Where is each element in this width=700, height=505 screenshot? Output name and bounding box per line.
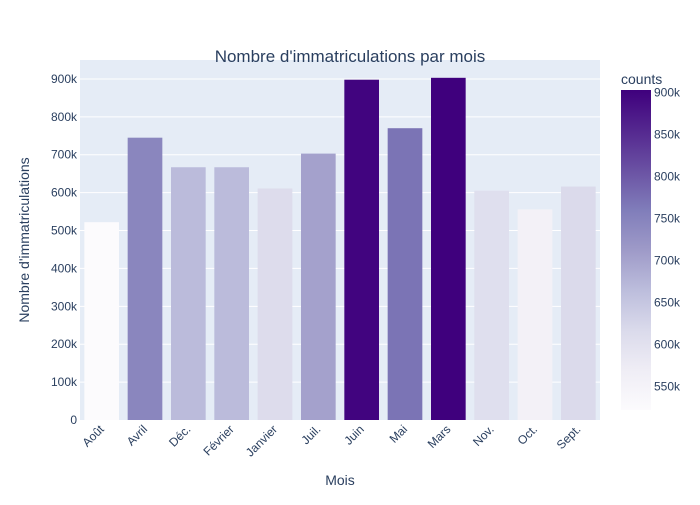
bar-Août (84, 222, 119, 420)
x-tick-label: Nov. (470, 422, 497, 449)
x-tick-label: Mai (387, 422, 411, 446)
bar-Nov. (474, 190, 509, 420)
y-tick-label: 400k (51, 261, 78, 275)
x-tick-label: Février (200, 422, 236, 458)
bar-Mai (387, 128, 423, 421)
x-tick-label: Sept. (554, 422, 584, 452)
colorbar-title: counts (621, 71, 662, 87)
colorbar-tick-label: 750k (654, 212, 681, 226)
bars (84, 77, 596, 421)
y-tick-label: 300k (51, 299, 78, 313)
bar-Janvier (257, 188, 293, 420)
x-axis-title: Mois (325, 472, 355, 488)
y-tick-label: 800k (51, 110, 78, 124)
bar-Déc. (171, 167, 206, 420)
y-tick-label: 500k (51, 224, 78, 238)
plot-background (80, 60, 600, 420)
y-axis-title: Nombre d'immatriculations (16, 157, 32, 322)
bar-Avril (127, 137, 163, 420)
colorbar-tick-label: 550k (654, 379, 681, 393)
y-tick-label: 600k (51, 186, 78, 200)
x-tick-label: Mars (425, 422, 454, 451)
y-axis-ticks: 0 100k 200k 300k 400k 500k 600k 700k 800k 900k (51, 72, 78, 427)
bar-Juil. (301, 153, 336, 420)
y-tick-label: 200k (51, 337, 78, 351)
gridlines (80, 78, 600, 383)
colorbar-tick-label: 700k (654, 253, 681, 267)
bar-Sept. (561, 186, 596, 420)
y-tick-label: 0 (70, 413, 77, 427)
bar-Février (214, 167, 249, 420)
colorbar-gradient (621, 90, 651, 410)
colorbar-ticks: 550k 600k 650k 700k 750k 800k 850k 900k (654, 86, 681, 394)
x-tick-label: Juil. (298, 422, 323, 447)
colorbar-tick-label: 900k (654, 86, 681, 100)
bar-Juin (344, 79, 379, 420)
x-axis-ticks: Août Avril Déc. Février Janvier Juil. Juin Mai M… (79, 422, 583, 460)
y-tick-label: 900k (51, 72, 78, 86)
y-tick-label: 100k (51, 375, 78, 389)
x-tick-label: Déc. (166, 422, 193, 449)
x-tick-label: Janvier (243, 422, 280, 459)
colorbar-tick-label: 800k (654, 170, 681, 184)
x-tick-label: Juin (341, 422, 366, 447)
colorbar-tick-label: 850k (654, 128, 681, 142)
colorbar-tick-label: 600k (654, 337, 681, 351)
bar-Oct. (517, 209, 553, 420)
x-tick-label: Avril (124, 422, 150, 448)
colorbar: counts 550k 600k 650k 700k 750k 800k 850k 900k (621, 71, 681, 410)
bar-Mars (431, 77, 466, 421)
chart-title: Nombre d'immatriculations par mois (215, 47, 486, 66)
x-tick-label: Août (79, 422, 107, 450)
colorbar-tick-label: 650k (654, 295, 681, 309)
y-tick-label: 700k (51, 148, 78, 162)
x-tick-label: Oct. (515, 422, 540, 447)
